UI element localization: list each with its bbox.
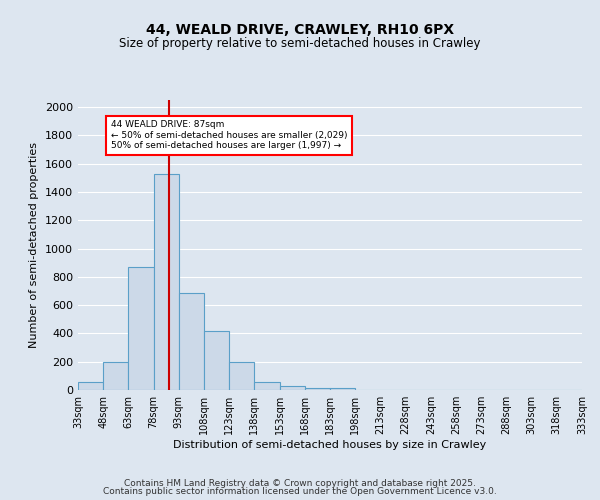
Text: Size of property relative to semi-detached houses in Crawley: Size of property relative to semi-detach…: [119, 38, 481, 51]
Bar: [128, 267, 154, 390]
Bar: [179, 293, 204, 390]
Text: Contains HM Land Registry data © Crown copyright and database right 2025.: Contains HM Land Registry data © Crown c…: [124, 478, 476, 488]
Text: 44, WEALD DRIVE, CRAWLEY, RH10 6PX: 44, WEALD DRIVE, CRAWLEY, RH10 6PX: [146, 22, 454, 36]
Bar: [254, 382, 280, 390]
Bar: [280, 386, 305, 390]
Bar: [330, 388, 355, 390]
Bar: [78, 382, 103, 390]
X-axis label: Distribution of semi-detached houses by size in Crawley: Distribution of semi-detached houses by …: [173, 440, 487, 450]
Bar: [204, 332, 229, 390]
Text: Contains public sector information licensed under the Open Government Licence v3: Contains public sector information licen…: [103, 487, 497, 496]
Bar: [229, 362, 254, 390]
Y-axis label: Number of semi-detached properties: Number of semi-detached properties: [29, 142, 40, 348]
Bar: [103, 362, 128, 390]
Text: 44 WEALD DRIVE: 87sqm
← 50% of semi-detached houses are smaller (2,029)
50% of s: 44 WEALD DRIVE: 87sqm ← 50% of semi-deta…: [111, 120, 347, 150]
Bar: [154, 174, 179, 390]
Bar: [305, 388, 330, 390]
